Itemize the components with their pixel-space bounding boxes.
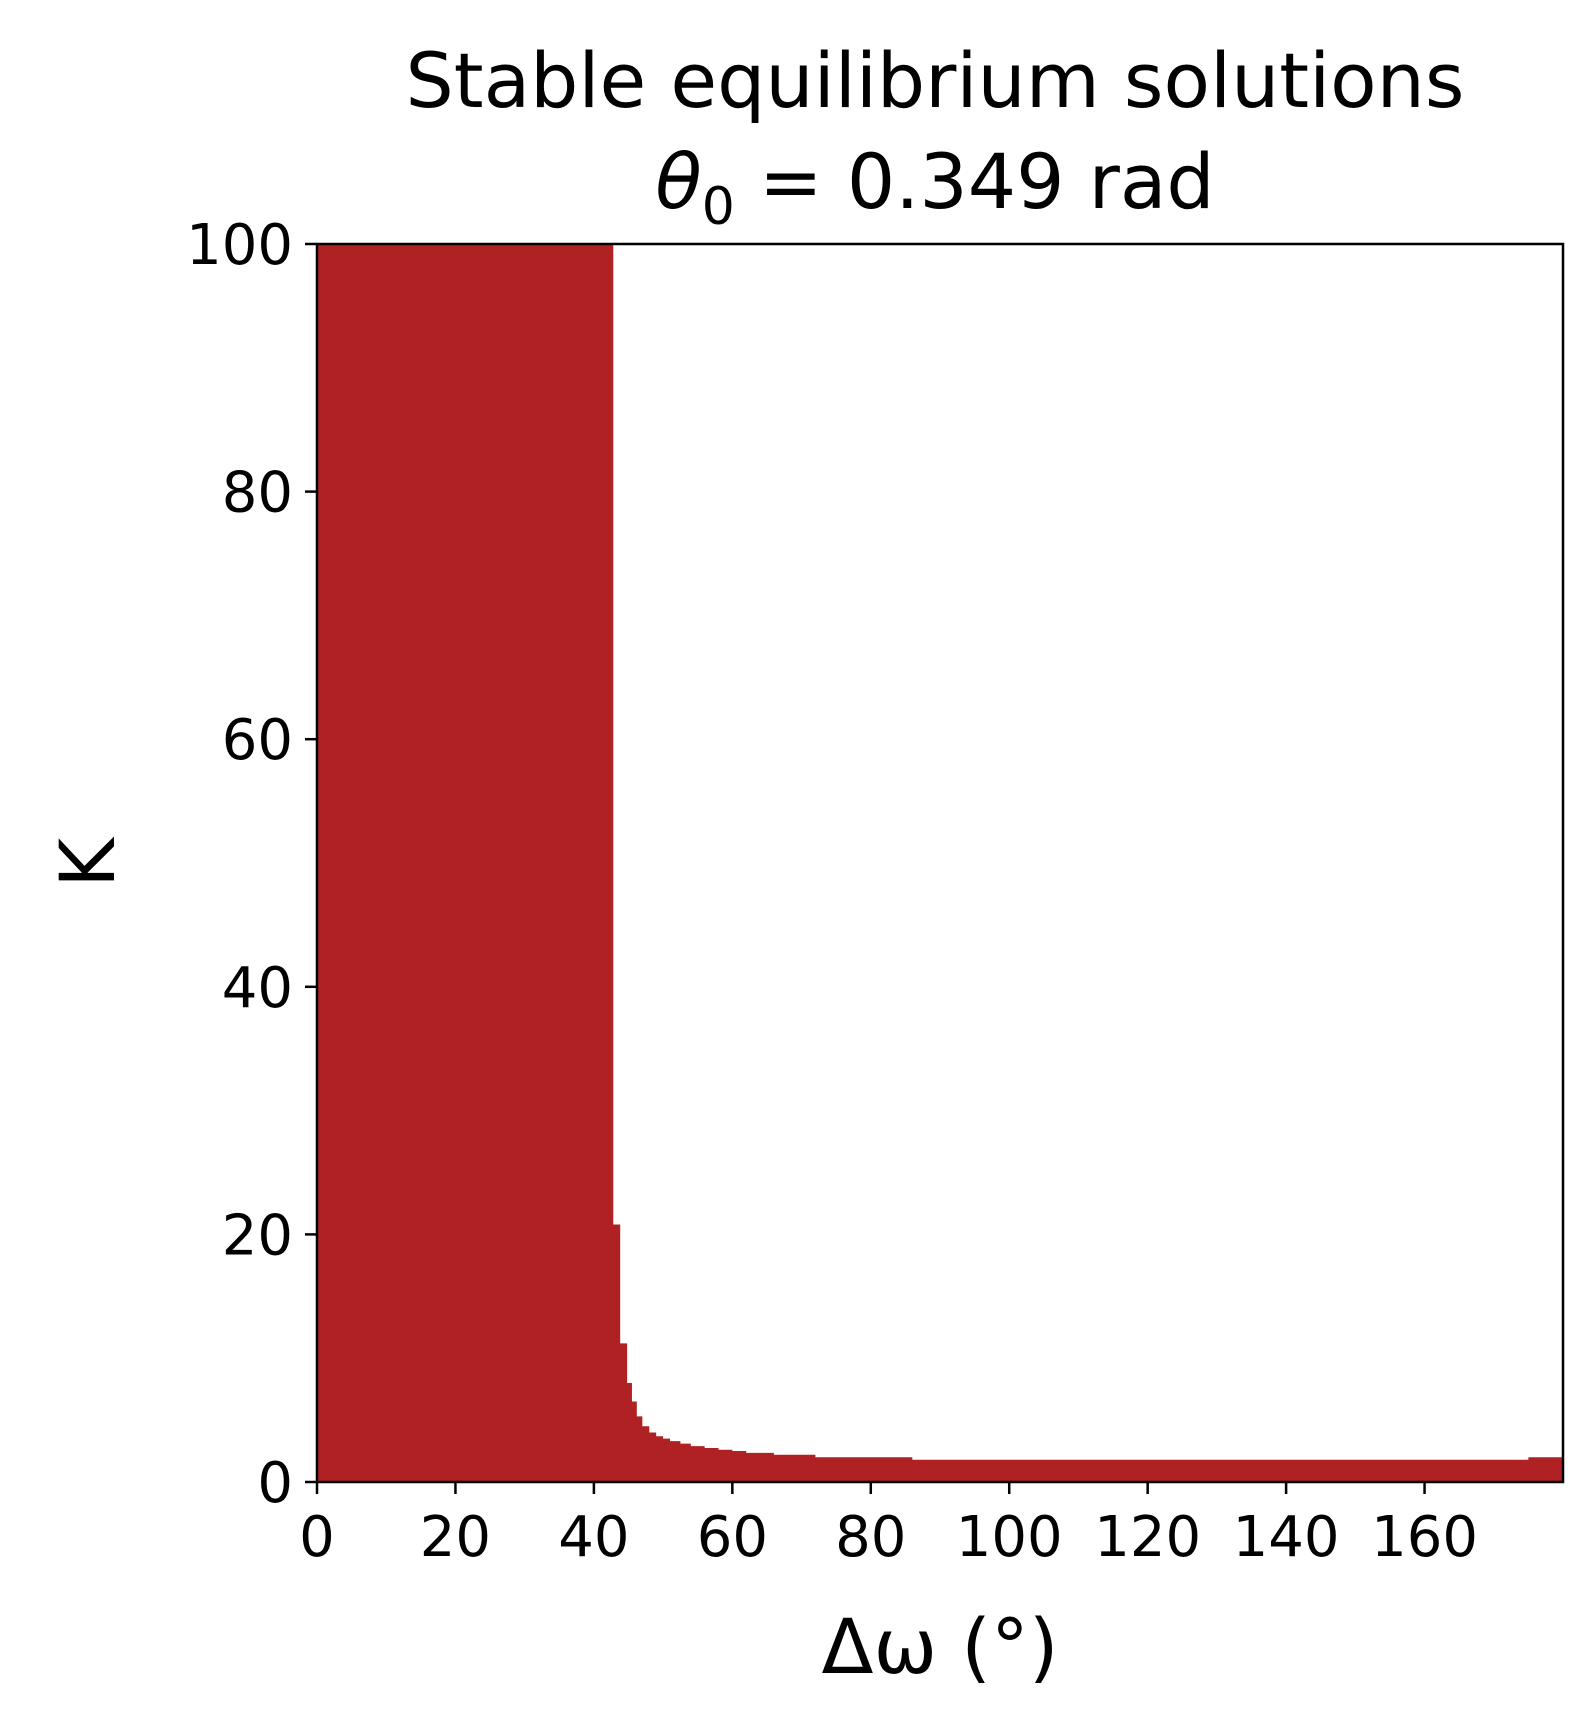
x-tick-label: 100 bbox=[956, 1505, 1063, 1570]
y-tick-label: 100 bbox=[186, 213, 293, 278]
y-tick-label: 60 bbox=[222, 708, 293, 773]
x-tick-label: 0 bbox=[299, 1505, 335, 1570]
x-tick-label: 140 bbox=[1233, 1505, 1340, 1570]
x-tick-label: 120 bbox=[1094, 1505, 1201, 1570]
y-axis-label: K bbox=[43, 836, 132, 888]
y-tick-label: 0 bbox=[257, 1451, 293, 1516]
x-axis-label: Δω (°) bbox=[821, 1602, 1058, 1691]
chart-subtitle: θ0 = 0.349 rad bbox=[655, 137, 1214, 237]
subtitle-symbol: θ bbox=[655, 137, 702, 226]
x-tick-label: 20 bbox=[420, 1505, 491, 1570]
x-tick-label: 160 bbox=[1371, 1505, 1478, 1570]
subtitle-rest: = 0.349 rad bbox=[735, 137, 1215, 226]
plot-area bbox=[317, 244, 1563, 1482]
x-tick-label: 80 bbox=[835, 1505, 906, 1570]
chart-title-text: Stable equilibrium solutions bbox=[406, 36, 1465, 125]
chart-title: Stable equilibrium solutions θ0 = 0.349 … bbox=[406, 36, 1465, 237]
plot-frame bbox=[315, 242, 1565, 1484]
y-tick-label: 40 bbox=[222, 956, 293, 1021]
x-tick-label: 40 bbox=[558, 1505, 629, 1570]
subtitle-subscript: 0 bbox=[702, 177, 735, 237]
y-axis: 0 20 40 60 80 100 bbox=[186, 213, 317, 1516]
y-tick-label: 20 bbox=[222, 1203, 293, 1268]
y-tick-label: 80 bbox=[222, 461, 293, 526]
x-tick-label: 60 bbox=[697, 1505, 768, 1570]
x-axis: 0 20 40 60 80 100 120 140 160 bbox=[299, 1482, 1478, 1570]
stable-region-fill-0 bbox=[317, 244, 1563, 1482]
